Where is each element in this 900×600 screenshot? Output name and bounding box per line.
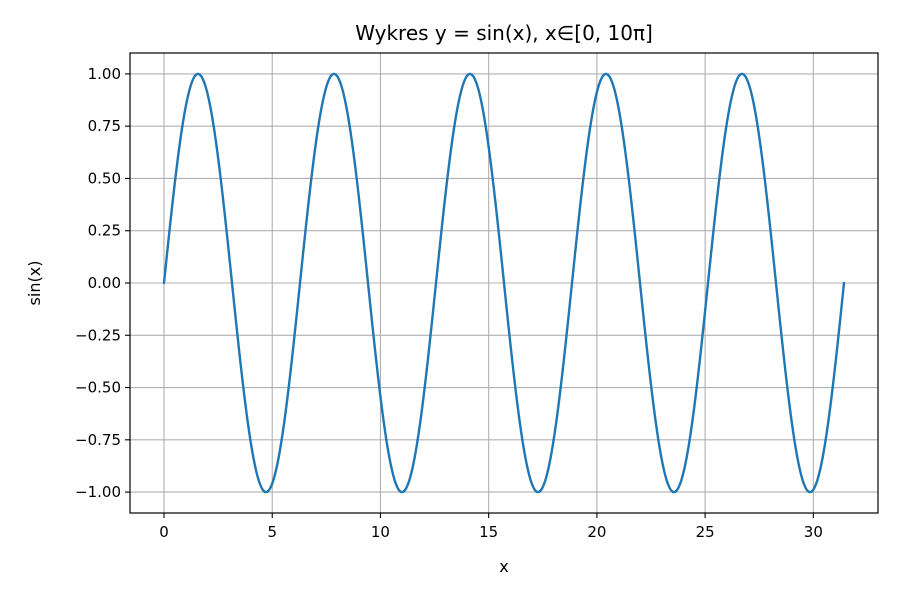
y-tick-label: −1.00 — [75, 483, 121, 501]
x-axis-label: x — [499, 557, 508, 576]
y-tick-label: 0.00 — [88, 274, 121, 292]
x-tick-label: 20 — [587, 523, 606, 541]
y-tick-label: 0.50 — [88, 169, 121, 187]
y-tick-label: 0.25 — [88, 222, 121, 240]
x-tick-label: 0 — [159, 523, 169, 541]
x-tick-label: 5 — [267, 523, 277, 541]
y-tick-label: −0.50 — [75, 379, 121, 397]
series-layer — [162, 72, 846, 494]
x-tick-label: 30 — [804, 523, 823, 541]
plot-area: 0 5 10 15 20 25 30 1.00 0.75 0.50 0.25 0.00 −0.25 −0.… — [75, 52, 879, 541]
y-tick-label: 1.00 — [88, 65, 121, 83]
y-tick-label: 0.75 — [88, 117, 121, 135]
y-tick-label: −0.25 — [75, 326, 121, 344]
ticks: 0 5 10 15 20 25 30 1.00 0.75 0.50 0.25 0.00 −0.25 −0.… — [75, 65, 823, 541]
y-axis-label: sin(x) — [25, 261, 44, 306]
chart-title: Wykres y = sin(x), x∈[0, 10π] — [355, 21, 653, 45]
x-tick-label: 10 — [371, 523, 390, 541]
x-tick-label: 25 — [696, 523, 715, 541]
y-tick-label: −0.75 — [75, 431, 121, 449]
series-line-sin — [162, 72, 846, 494]
x-tick-label: 15 — [479, 523, 498, 541]
